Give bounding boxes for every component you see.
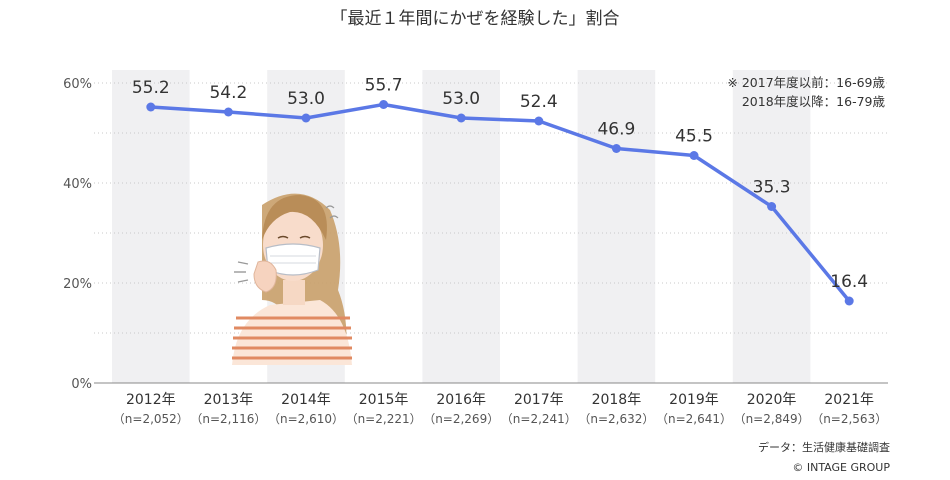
data-point-2020年 bbox=[767, 202, 777, 211]
note-line-1: ※ 2017年度以前：16-69歳 bbox=[727, 75, 885, 90]
x-category-label: 2015年 bbox=[359, 392, 409, 408]
x-sample-size-label: （n=2,610） bbox=[268, 412, 344, 426]
band-2018年 bbox=[577, 70, 656, 383]
series-line bbox=[149, 102, 851, 303]
x-category-label: 2020年 bbox=[747, 392, 797, 408]
data-label-2019年: 45.5 bbox=[675, 127, 713, 147]
data-point-2014年 bbox=[301, 113, 311, 123]
x-category-label: 2018年 bbox=[592, 392, 642, 408]
band-2020年 bbox=[732, 70, 811, 383]
data-point-2016年 bbox=[456, 113, 466, 123]
chart-title: 「最近１年間にかぜを経験した」割合 bbox=[331, 9, 620, 29]
x-category-label: 2014年 bbox=[281, 392, 331, 408]
y-tick-label: 40% bbox=[63, 177, 92, 192]
data-point-2021年 bbox=[844, 296, 854, 306]
data-source: データ：生活健康基礎調査 bbox=[758, 440, 890, 454]
x-category-label: 2021年 bbox=[824, 392, 874, 408]
x-sample-size-label: （n=2,269） bbox=[423, 412, 499, 426]
x-sample-size-label: （n=2,116） bbox=[190, 412, 266, 426]
data-label-2013年: 54.2 bbox=[209, 83, 247, 103]
band-2012年 bbox=[112, 70, 190, 383]
x-category-label: 2013年 bbox=[204, 392, 254, 408]
copyright: © INTAGE GROUP bbox=[792, 461, 890, 474]
woman-with-mask-illustration-icon bbox=[232, 193, 352, 365]
x-sample-size-label: （n=2,241） bbox=[501, 412, 577, 426]
data-label-2014年: 53.0 bbox=[287, 89, 325, 109]
data-point-2018年 bbox=[611, 144, 621, 153]
x-sample-size-label: （n=2,052） bbox=[113, 412, 189, 426]
data-point-2019年 bbox=[689, 151, 699, 160]
data-label-2021年: 16.4 bbox=[830, 272, 868, 292]
data-label-2012年: 55.2 bbox=[132, 78, 170, 98]
x-sample-size-label: （n=2,221） bbox=[346, 412, 422, 426]
x-sample-size-label: （n=2,563） bbox=[811, 412, 887, 426]
x-category-label: 2016年 bbox=[436, 392, 486, 408]
x-category-label: 2019年 bbox=[669, 392, 719, 408]
data-points bbox=[146, 100, 854, 306]
data-label-2020年: 35.3 bbox=[753, 178, 791, 198]
data-label-2017年: 52.4 bbox=[520, 92, 558, 112]
y-tick-label: 60% bbox=[63, 77, 92, 92]
data-label-2016年: 53.0 bbox=[442, 89, 480, 109]
y-tick-label: 20% bbox=[63, 277, 92, 292]
x-axis-labels: 2012年 （n=2,052） 2013年 （n=2,116） 2014年 （n=2,61… bbox=[113, 392, 887, 426]
data-point-2017年 bbox=[534, 116, 544, 126]
x-sample-size-label: （n=2,632） bbox=[578, 412, 654, 426]
data-label-2018年: 46.9 bbox=[597, 120, 635, 140]
y-tick-label: 0% bbox=[71, 377, 92, 392]
x-sample-size-label: （n=2,641） bbox=[656, 412, 732, 426]
data-point-2015年 bbox=[379, 100, 389, 109]
note-line-2: 2018年度以降：16-79歳 bbox=[742, 94, 886, 109]
data-label-2015年: 55.7 bbox=[365, 76, 403, 96]
data-point-2013年 bbox=[223, 107, 233, 117]
x-category-label: 2012年 bbox=[126, 392, 176, 408]
data-point-2012年 bbox=[146, 102, 156, 112]
gridlines bbox=[94, 82, 888, 334]
data-labels: 55.2 54.2 53.0 55.7 53.0 52.4 46.9 45.5 35.3 16.4 bbox=[132, 76, 868, 293]
y-axis-ticks: 0% 20% 40% 60% bbox=[63, 77, 92, 392]
x-sample-size-label: （n=2,849） bbox=[734, 412, 810, 426]
x-category-label: 2017年 bbox=[514, 392, 564, 408]
